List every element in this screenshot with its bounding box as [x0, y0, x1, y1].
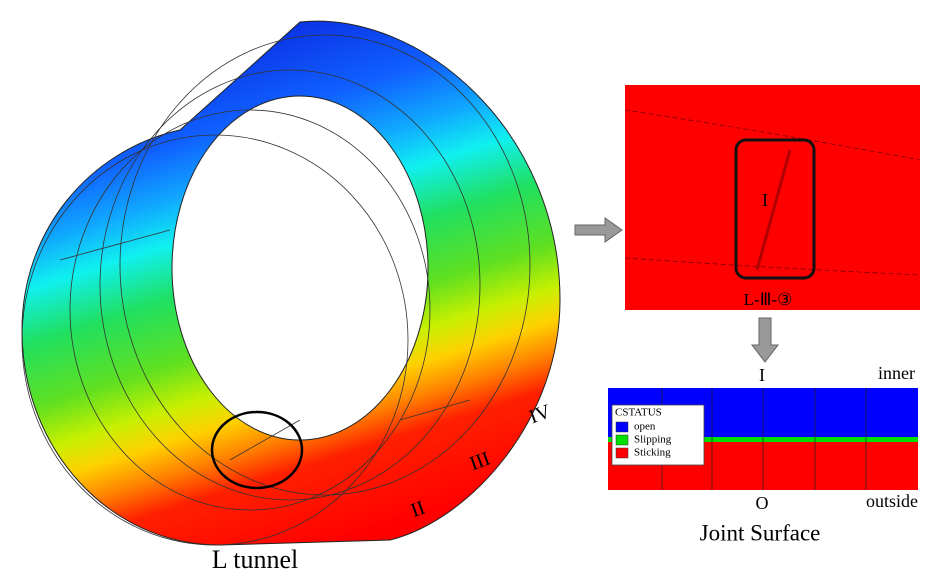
- legend-label: Slipping: [634, 434, 672, 446]
- figure: L tunnel II III IV I L-Ⅲ-③ CSTATUS I inn…: [0, 0, 930, 576]
- bottom-marker: O: [756, 493, 769, 513]
- arrow-down: [752, 318, 778, 362]
- legend-swatch: [616, 448, 628, 458]
- outside-label: outside: [866, 491, 918, 511]
- detail-marker: I: [762, 190, 768, 210]
- legend-title: CSTATUS: [615, 407, 662, 419]
- legend-label: open: [634, 421, 656, 433]
- legend-swatch: [616, 435, 628, 445]
- inner-label: inner: [878, 363, 915, 383]
- tunnel-opening: [172, 96, 428, 440]
- tunnel-label: L tunnel: [212, 545, 298, 574]
- detail-panel: [625, 85, 920, 310]
- legend-label: Sticking: [634, 447, 671, 459]
- detail-label: L-Ⅲ-③: [744, 290, 793, 309]
- caption: Joint Surface: [700, 520, 821, 545]
- top-marker: I: [759, 365, 765, 385]
- arrow-right: [575, 218, 622, 242]
- legend-swatch: [616, 422, 628, 432]
